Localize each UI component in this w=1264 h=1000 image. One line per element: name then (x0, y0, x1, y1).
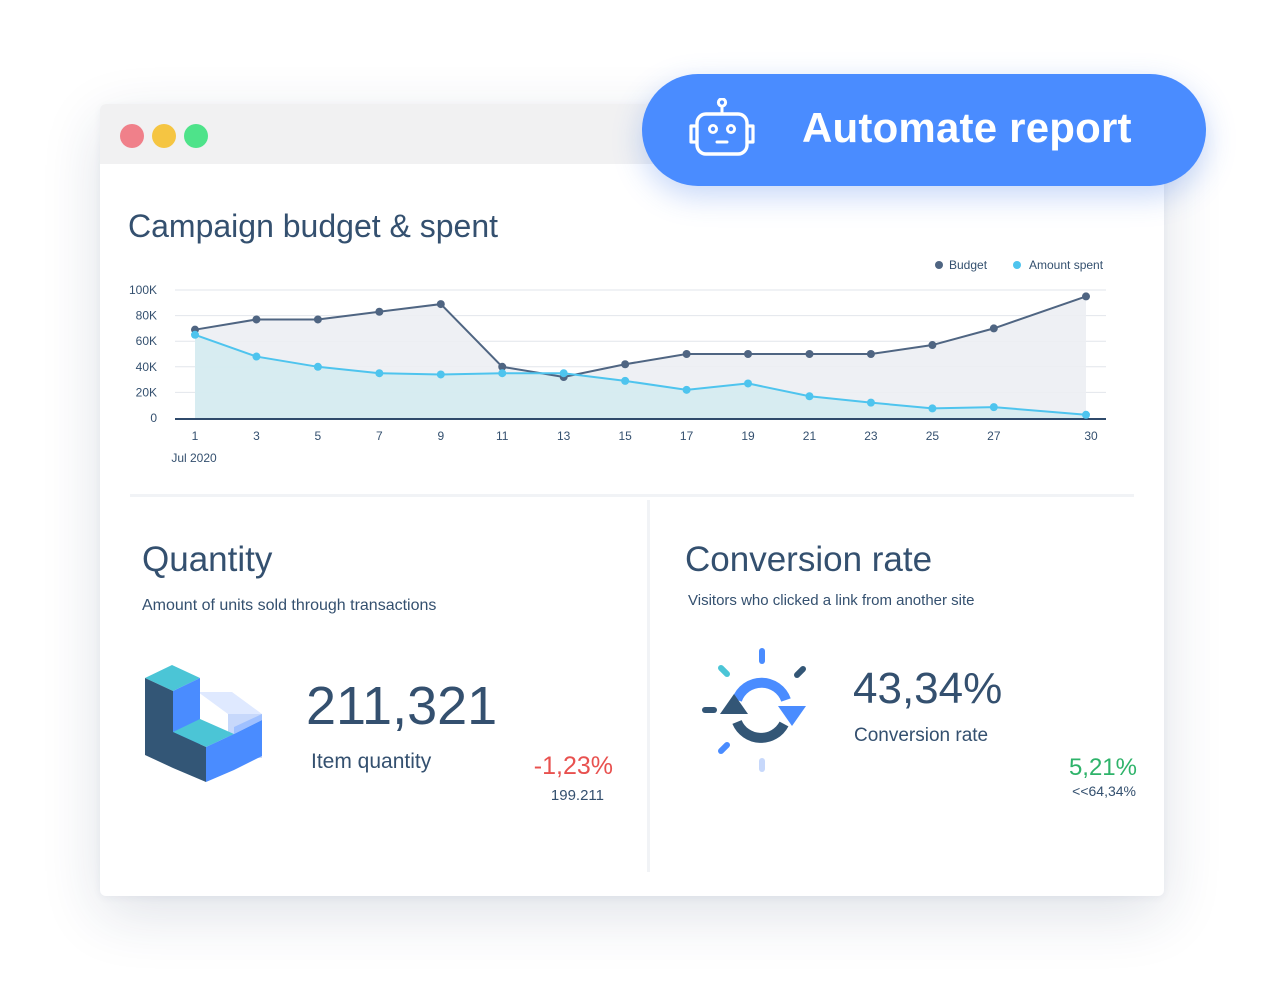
conversion-value-label: Conversion rate (854, 725, 989, 746)
legend-label-amount-spent: Amount spent (1029, 258, 1104, 272)
quantity-previous-value: 199.211 (550, 787, 604, 804)
stacked-cubes-icon (145, 665, 262, 782)
x-tick-label: 21 (803, 429, 817, 443)
amount-spent-point (805, 392, 814, 401)
amount-spent-point (1082, 410, 1090, 419)
x-tick-label: 11 (496, 429, 509, 443)
quantity-title: Quantity (142, 540, 273, 579)
budget-point (989, 324, 998, 333)
refresh-cycle-icon (702, 648, 806, 772)
y-tick-label: 100K (129, 283, 157, 297)
minimize-window-button[interactable] (152, 124, 176, 148)
conversion-value: 43,34% (853, 664, 1003, 713)
quantity-value: 211,321 (306, 676, 498, 736)
amount-spent-area (195, 334, 1086, 418)
panel-divider (647, 500, 650, 872)
quantity-delta: -1,23% (533, 752, 613, 780)
conversion-subtitle: Visitors who clicked a link from another… (688, 592, 975, 609)
quantity-value-label: Item quantity (311, 750, 432, 773)
y-tick-label: 80K (136, 309, 157, 323)
amount-spent-point (928, 404, 937, 413)
amount-spent-point (621, 376, 630, 385)
x-axis-sublabel: Jul 2020 (171, 451, 217, 465)
budget-point (805, 350, 814, 358)
chart-title: Campaign budget & spent (128, 208, 499, 244)
maximize-window-button[interactable] (184, 124, 208, 148)
amount-spent-point (989, 403, 998, 412)
conversion-title: Conversion rate (685, 540, 933, 579)
x-tick-label: 15 (618, 429, 632, 443)
x-tick-label: 23 (864, 429, 878, 443)
y-tick-label: 0 (150, 411, 157, 425)
x-tick-label: 19 (741, 429, 755, 443)
amount-spent-point (191, 330, 199, 339)
amount-spent-point (436, 370, 445, 379)
budget-point (498, 362, 507, 371)
legend-label-budget: Budget (949, 258, 988, 272)
budget-point (313, 315, 322, 324)
close-window-button[interactable] (120, 124, 144, 148)
conversion-previous-value: <<64,34% (1072, 783, 1136, 799)
budget-point (682, 350, 691, 358)
y-tick-label: 60K (136, 334, 157, 348)
budget-point (744, 350, 753, 358)
amount-spent-point (313, 362, 322, 371)
x-tick-label: 25 (926, 429, 940, 443)
section-divider (130, 494, 1134, 497)
quantity-subtitle: Amount of units sold through transaction… (142, 597, 437, 614)
budget-point (1082, 292, 1090, 301)
x-tick-label: 5 (315, 429, 322, 443)
budget-point (866, 350, 875, 358)
legend-marker-budget (935, 261, 943, 269)
x-tick-label: 9 (437, 429, 444, 443)
amount-spent-point (559, 369, 568, 378)
x-tick-label: 1 (192, 429, 199, 443)
amount-spent-point (744, 379, 753, 388)
amount-spent-point (252, 352, 261, 361)
budget-point (252, 315, 261, 324)
legend-marker-amount-spent (1013, 261, 1021, 269)
x-tick-label: 3 (253, 429, 260, 443)
budget-point (621, 360, 630, 369)
robot-icon (689, 98, 755, 156)
x-tick-label: 13 (557, 429, 571, 443)
y-tick-label: 40K (136, 360, 157, 374)
x-tick-label: 7 (376, 429, 383, 443)
automate-report-label: Automate report (802, 104, 1132, 151)
amount-spent-point (866, 398, 875, 407)
amount-spent-point (375, 369, 384, 378)
y-tick-label: 20K (136, 385, 157, 399)
automate-report-button[interactable]: Automate report (642, 74, 1206, 186)
x-tick-label: 17 (680, 429, 694, 443)
conversion-delta: 5,21% (1068, 754, 1137, 781)
budget-point (928, 341, 937, 350)
amount-spent-point (498, 369, 507, 378)
x-tick-label: 30 (1084, 429, 1098, 443)
budget-point (375, 307, 384, 316)
x-tick-label: 27 (987, 429, 1001, 443)
amount-spent-point (682, 385, 691, 394)
budget-point (436, 300, 445, 309)
